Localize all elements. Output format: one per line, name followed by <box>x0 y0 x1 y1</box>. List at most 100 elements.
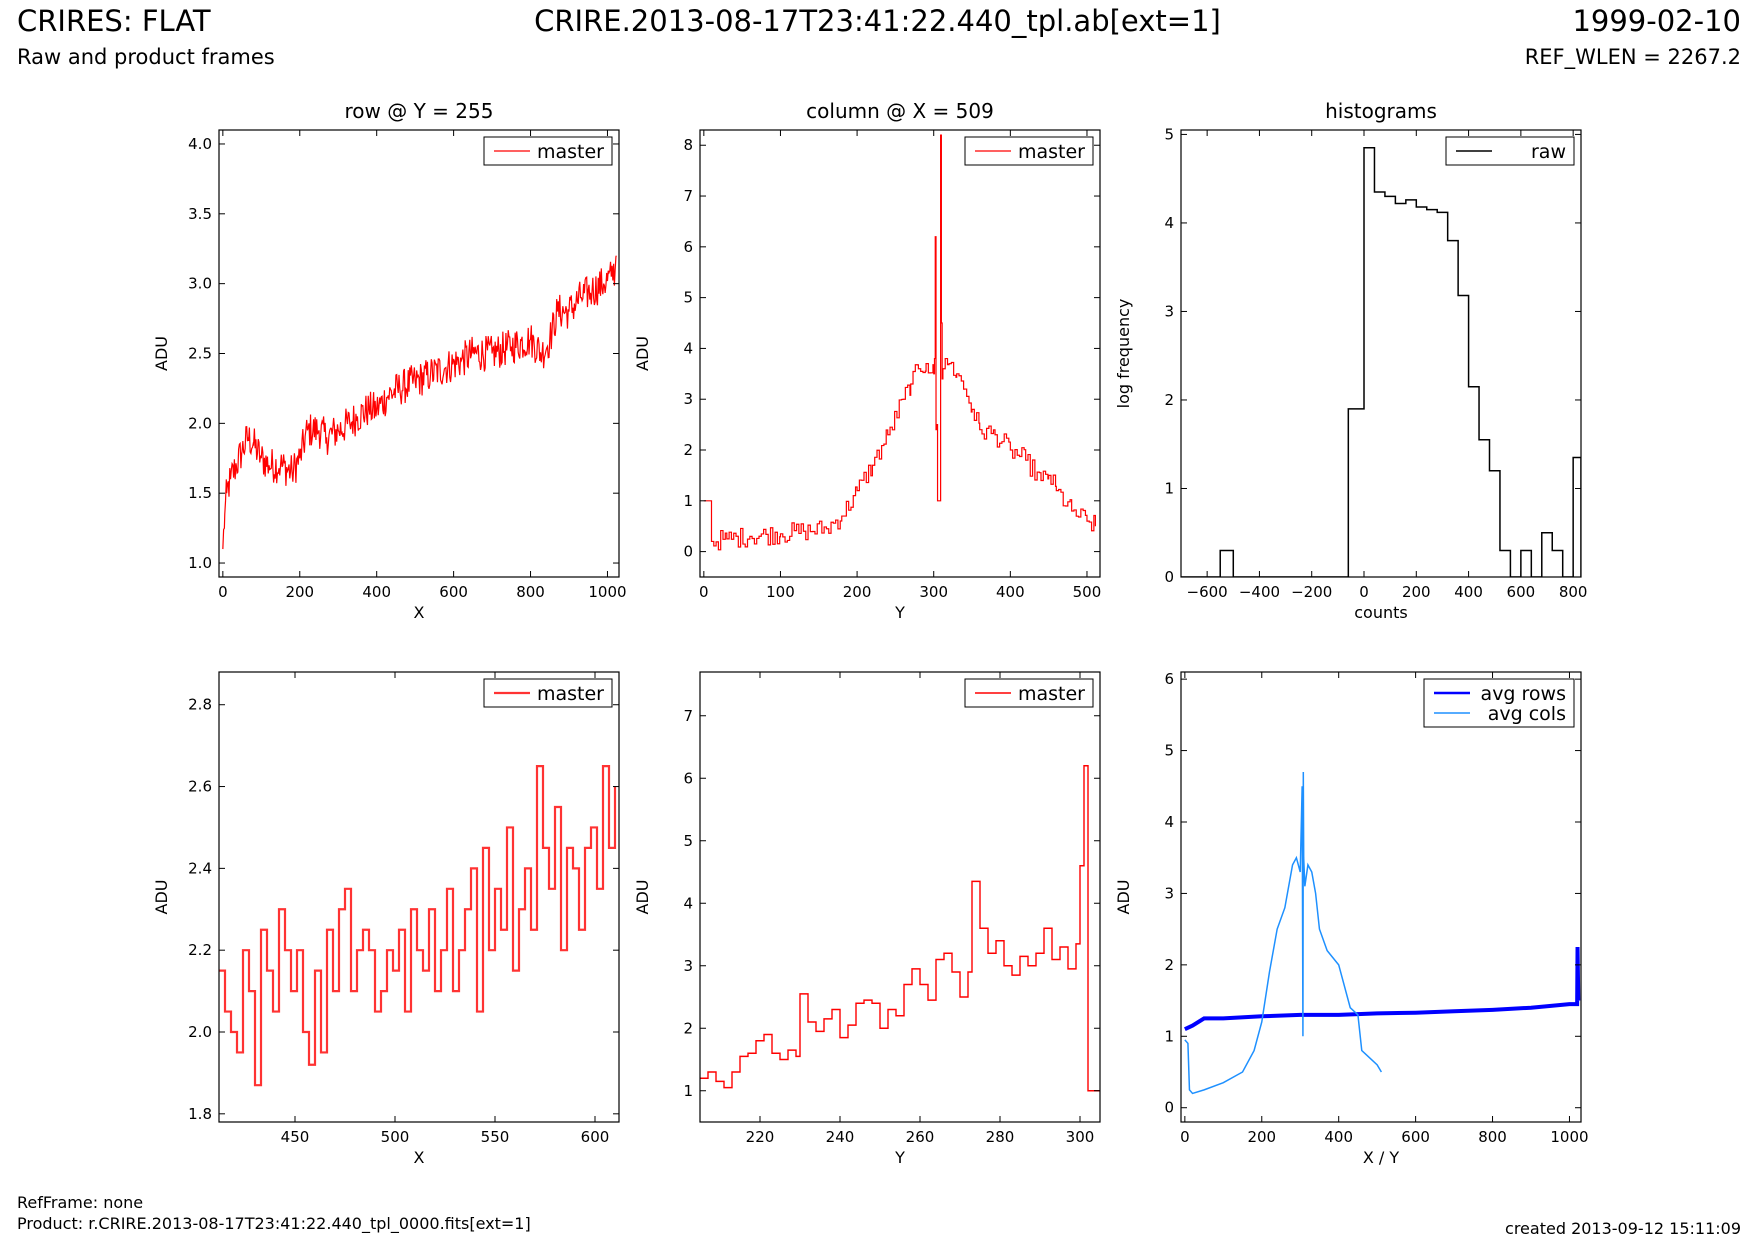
y-tick-label: 4.0 <box>188 135 212 153</box>
product-label: Product: r.CRIRE.2013-08-17T23:41:22.440… <box>17 1214 531 1233</box>
axes-frame <box>1180 129 1582 578</box>
x-tick-label: 280 <box>986 1128 1015 1146</box>
plot-area <box>703 134 1097 551</box>
y-tick-label: 5 <box>1164 125 1174 143</box>
x-tick-label: 400 <box>1454 583 1483 601</box>
x-tick-label: 400 <box>996 583 1025 601</box>
y-tick-label: 2 <box>683 441 693 459</box>
legend: master <box>483 136 613 166</box>
y-tick-label: 3 <box>683 957 693 975</box>
x-tick-label: 200 <box>285 583 314 601</box>
x-tick-label: 200 <box>1247 1128 1276 1146</box>
y-tick-label: 7 <box>683 187 693 205</box>
x-tick-label: 400 <box>362 583 391 601</box>
y-tick-label: 2.8 <box>188 696 212 714</box>
page-subtitle: Raw and product frames <box>17 45 275 69</box>
x-tick-label: 800 <box>1478 1128 1507 1146</box>
y-tick-label: 3 <box>1164 302 1174 320</box>
chart-title: column @ X = 509 <box>806 99 994 123</box>
chart-title: row @ Y = 255 <box>345 99 494 123</box>
x-tick-label: 200 <box>1402 583 1431 601</box>
x-tick-label: 600 <box>439 583 468 601</box>
x-tick-label: 450 <box>281 1128 310 1146</box>
y-tick-label: 5 <box>1164 742 1174 760</box>
axes-frame <box>699 129 1101 578</box>
file-name: CRIRE.2013-08-17T23:41:22.440_tpl.ab[ext… <box>534 4 1221 38</box>
x-axis-label: Y <box>894 603 905 622</box>
x-tick-label: 600 <box>581 1128 610 1146</box>
x-axis-label: X <box>414 1148 425 1167</box>
x-tick-label: 1000 <box>588 583 626 601</box>
y-axis-label: ADU <box>633 880 652 915</box>
chart-col: column @ X = 509 0 100 200 300 400 500 0 1 2 3 4 5 6 7… <box>633 99 1101 622</box>
x-tick-label: 100 <box>766 583 795 601</box>
y-tick-label: 2 <box>1164 956 1174 974</box>
y-tick-label: 1 <box>1164 1027 1174 1045</box>
x-axis-label: X <box>414 603 425 622</box>
x-axis-label: counts <box>1354 603 1407 622</box>
x-tick-label: 600 <box>1507 583 1536 601</box>
x-tick-label: 220 <box>746 1128 775 1146</box>
y-tick-label: 3.5 <box>188 205 212 223</box>
y-tick-label: 2.0 <box>188 414 212 432</box>
y-tick-label: 2.6 <box>188 778 212 796</box>
y-tick-label: 5 <box>683 832 693 850</box>
x-tick-label: 600 <box>1401 1128 1430 1146</box>
y-tick-label: 4 <box>1164 813 1174 831</box>
chart-colzoom: 220 240 260 280 300 1 2 3 4 5 6 7 Y ADU master <box>633 671 1101 1167</box>
series-line-master <box>703 134 1097 551</box>
y-tick-label: 3.0 <box>188 275 212 293</box>
page-title: CRIRES: FLAT <box>17 4 211 38</box>
plot-area <box>1184 771 1581 1095</box>
y-tick-label: 1 <box>683 1082 693 1100</box>
x-tick-label: 0 <box>1359 583 1369 601</box>
y-axis-label: log frequency <box>1114 299 1133 409</box>
axes-frame <box>1180 671 1582 1123</box>
y-tick-label: 3 <box>683 390 693 408</box>
series-line-master <box>222 255 617 550</box>
series-line-raw <box>1181 146 1581 577</box>
x-tick-label: 800 <box>516 583 545 601</box>
x-tick-label: 1000 <box>1550 1128 1588 1146</box>
legend-label: master <box>537 141 604 163</box>
chart-row: row @ Y = 255 0 200 400 600 800 1000 1.0 1.5 2.0 2… <box>152 99 627 622</box>
y-tick-label: 0 <box>1164 1099 1174 1117</box>
chart-title: histograms <box>1325 99 1437 123</box>
y-tick-label: 2.2 <box>188 941 212 959</box>
y-tick-label: 6 <box>683 238 693 256</box>
ref-wlen-label: REF_WLEN = 2267.2 <box>1524 45 1741 69</box>
chart-hist: histograms −600 −400 −200 0 200 400 600 800 0 1 2 3 4… <box>1114 99 1587 622</box>
y-axis-label: ADU <box>152 336 171 371</box>
y-tick-label: 1.8 <box>188 1105 212 1123</box>
legend-box <box>1423 678 1575 728</box>
ref-frame-label: RefFrame: none <box>17 1193 144 1212</box>
series-line-avg-rows <box>1184 946 1581 1031</box>
plot-area <box>219 764 617 1087</box>
created-label: created 2013-09-12 15:11:09 <box>1505 1219 1741 1238</box>
legend-label: master <box>1018 683 1085 705</box>
x-tick-label: 300 <box>919 583 948 601</box>
axes-frame <box>699 671 1101 1123</box>
y-tick-label: 6 <box>1164 670 1174 688</box>
x-tick-label: −600 <box>1187 583 1228 601</box>
date-label: 1999-02-10 <box>1572 4 1741 38</box>
series-line-master <box>700 765 1100 1092</box>
x-tick-label: 550 <box>481 1128 510 1146</box>
legend-label: master <box>537 683 604 705</box>
y-tick-label: 1 <box>683 492 693 510</box>
y-tick-label: 6 <box>683 769 693 787</box>
x-tick-label: 400 <box>1324 1128 1353 1146</box>
x-tick-label: 200 <box>843 583 872 601</box>
legend: master <box>483 678 613 708</box>
y-tick-label: 1.5 <box>188 484 212 502</box>
y-tick-label: 1.0 <box>188 554 212 572</box>
x-tick-label: 0 <box>699 583 709 601</box>
axes-frame <box>218 129 620 578</box>
x-tick-label: 500 <box>1073 583 1102 601</box>
legend: master <box>964 678 1094 708</box>
y-tick-label: 2 <box>1164 391 1174 409</box>
x-tick-label: 300 <box>1066 1128 1095 1146</box>
x-tick-label: 0 <box>218 583 228 601</box>
y-tick-label: 2.0 <box>188 1023 212 1041</box>
